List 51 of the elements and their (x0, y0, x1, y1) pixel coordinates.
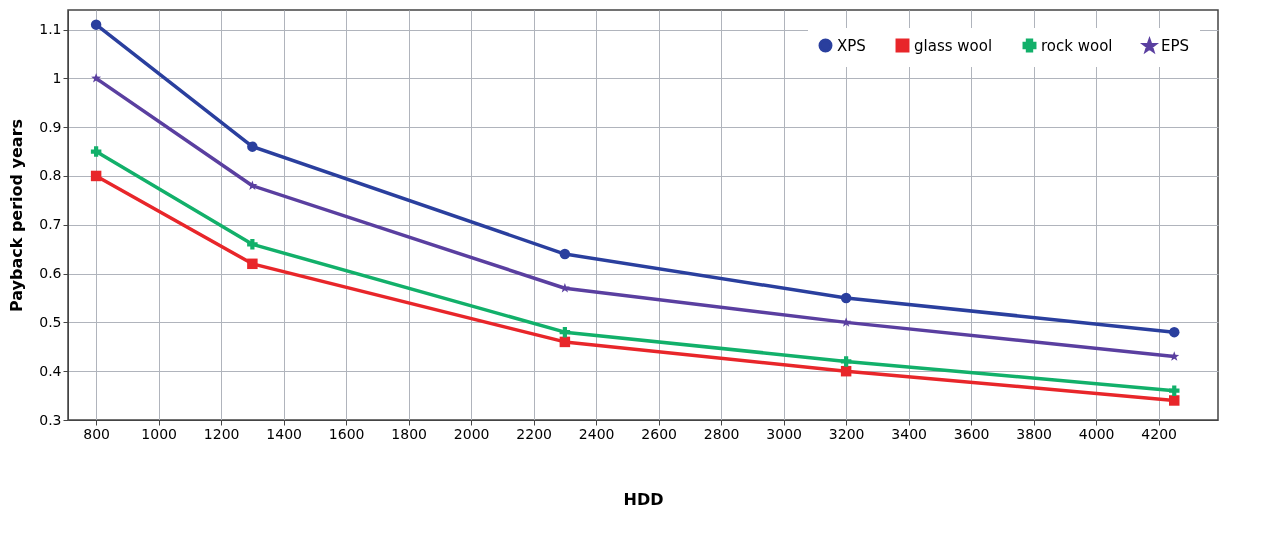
legend-label: rock wool (1041, 36, 1113, 55)
x-tick-label: 1200 (203, 425, 240, 442)
point (90, 170, 102, 182)
x-tick-label: 3200 (828, 425, 865, 442)
x-axis-title: HDD (623, 489, 664, 509)
point (840, 356, 852, 367)
y-tick-label: 0.4 (39, 362, 62, 379)
x-tick-label: 1600 (328, 425, 365, 442)
x-tick-label: 3000 (766, 425, 802, 442)
y-tick-label: 0.5 (39, 313, 62, 330)
legend-label: XPS (837, 36, 866, 55)
point (1169, 326, 1180, 338)
point (559, 336, 571, 348)
y-tick-label: 0.9 (39, 118, 62, 135)
x-tick-label: 2800 (703, 425, 740, 442)
point (91, 73, 102, 83)
legend-label: EPS (1161, 37, 1190, 56)
point (840, 292, 852, 304)
x-tick-label: 3600 (953, 425, 990, 442)
point (247, 141, 258, 152)
point (1169, 395, 1180, 406)
x-tick-label: 1800 (391, 425, 427, 442)
point (1169, 385, 1180, 396)
y-tick-label: 0.8 (39, 167, 62, 184)
y-tick-label: 1.1 (39, 21, 62, 38)
point (559, 326, 571, 338)
x-tick-label: 4000 (1078, 425, 1115, 442)
x-tick-label: 800 (83, 425, 110, 442)
x-tick-label: 2600 (641, 425, 677, 442)
point (90, 19, 102, 30)
point (247, 180, 258, 190)
x-tick-label: 4200 (1141, 425, 1177, 442)
x-tick-label: 1000 (141, 425, 177, 442)
point (90, 146, 102, 157)
point (247, 239, 258, 250)
y-tick-label: 0.6 (39, 265, 62, 282)
point (841, 317, 852, 327)
x-tick-label: 1400 (266, 425, 302, 442)
x-tick-label: 3400 (891, 425, 927, 442)
x-tick-label: 2200 (516, 425, 552, 442)
point (247, 258, 258, 270)
y-tick-label: 1 (52, 69, 62, 86)
point (559, 248, 571, 260)
point (1169, 351, 1180, 361)
y-tick-label: 0.7 (39, 216, 62, 233)
x-tick-label: 3800 (1016, 425, 1052, 442)
x-tick-label: 2000 (453, 425, 490, 442)
y-axis-title: Payback period years (7, 118, 27, 313)
y-tick-label: 0.3 (39, 411, 62, 428)
legend-label: glass wool (914, 36, 993, 55)
x-tick-label: 2400 (578, 425, 615, 442)
